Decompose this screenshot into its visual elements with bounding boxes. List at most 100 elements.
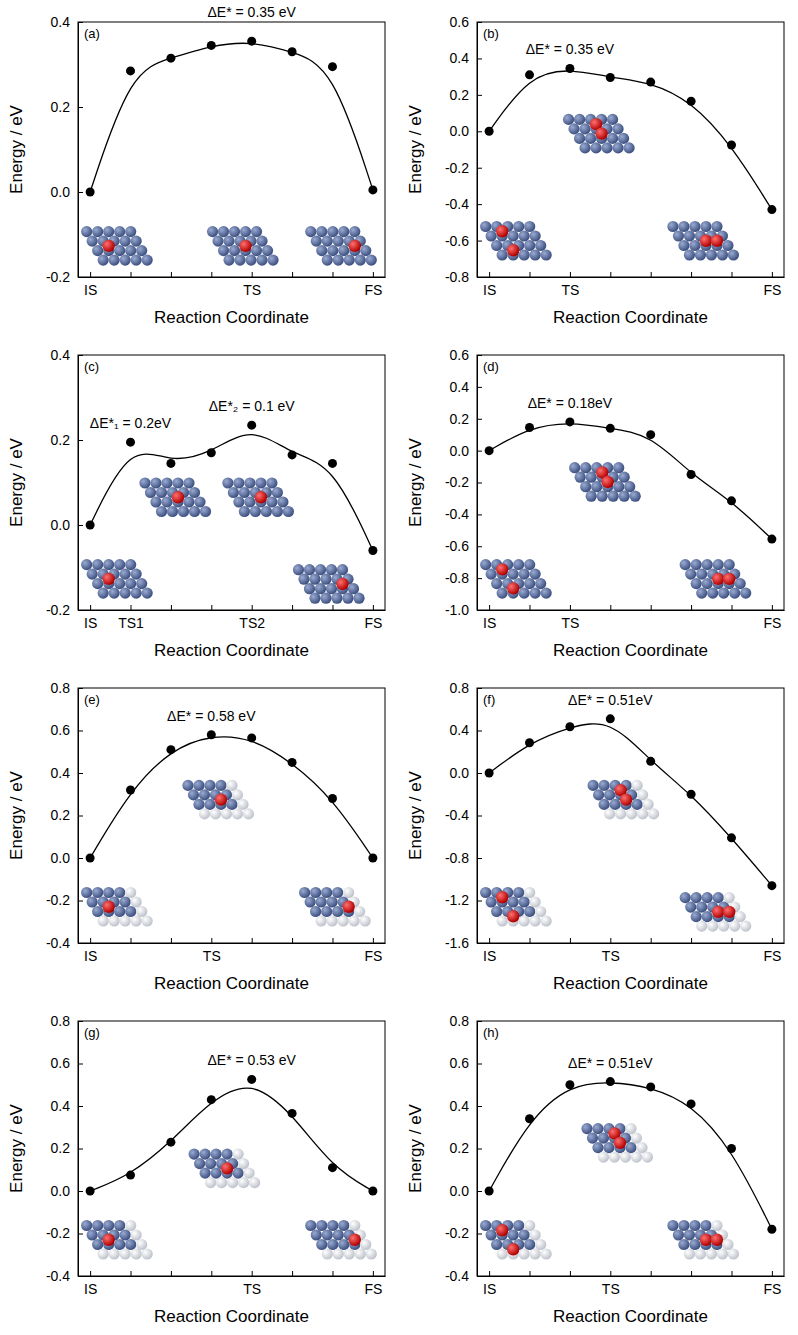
surface-atom — [255, 477, 266, 488]
plot-area — [485, 417, 777, 543]
surface-atom — [680, 892, 691, 903]
panel-label: (d) — [483, 359, 499, 374]
x-tick — [332, 1271, 333, 1276]
tick-mark — [489, 272, 490, 277]
surface-atom — [696, 588, 707, 599]
x-tick — [651, 1271, 652, 1276]
x-axis-title: Reaction Coordinate — [154, 308, 309, 327]
surface-atom — [535, 578, 546, 589]
y-tick: -0.2 — [445, 474, 482, 490]
surface-atom — [92, 245, 103, 256]
axis-line — [79, 943, 386, 944]
tick-mark — [332, 938, 333, 943]
surface-atom — [210, 808, 221, 819]
tick-mark — [610, 605, 611, 610]
tick-mark — [691, 605, 692, 610]
x-axis: ISTSFS — [79, 938, 386, 964]
x-tick: TS — [561, 272, 579, 298]
surface-atom — [98, 588, 109, 599]
adsorbate-atom — [507, 582, 519, 594]
tick-label: FS — [763, 282, 781, 298]
surface-atom — [667, 1220, 678, 1231]
tick-mark — [477, 204, 482, 205]
adsorbate-atom — [239, 240, 251, 252]
annotation: ΔE* = 0.18eV — [528, 395, 613, 411]
surface-atom — [541, 249, 552, 260]
data-point — [767, 1225, 776, 1234]
y-tick: -0.2 — [46, 1225, 83, 1241]
tick-mark — [489, 605, 490, 610]
y-tick: 0.2 — [51, 99, 83, 115]
surface-atom — [309, 593, 320, 604]
y-axis: -0.4-0.20.00.20.40.60.8 — [46, 680, 83, 951]
x-tick: IS — [483, 272, 496, 298]
surface-atom — [625, 1123, 636, 1134]
tick-label: 0.0 — [51, 184, 71, 200]
adsorbate-atom — [700, 1234, 712, 1246]
surface-atom — [103, 559, 114, 570]
data-point — [247, 37, 256, 46]
surface-atom — [131, 569, 142, 580]
surface-atom — [696, 902, 707, 913]
x-tick — [171, 272, 172, 277]
y-tick: 0.6 — [450, 1055, 482, 1071]
panel: -0.4-0.20.00.20.40.60.8ISTSFS(g)ΔE* = 0.… — [7, 1013, 386, 1326]
tick-label: IS — [483, 948, 496, 964]
surface-atom — [486, 569, 497, 580]
surface-atom — [98, 915, 109, 926]
data-point — [126, 66, 135, 75]
x-tick: TS — [203, 938, 221, 964]
surface-atom — [256, 236, 267, 247]
adsorbate-atom — [102, 1234, 114, 1246]
x-tick — [171, 605, 172, 610]
panel: -0.20.00.20.4ISTS1TS2FS(c)ΔE*₁ = 0.2eVΔE… — [7, 347, 386, 660]
y-tick: -0.2 — [445, 1225, 482, 1241]
data-point — [687, 97, 696, 106]
adsorbate-atom — [342, 901, 354, 913]
tick-mark — [477, 1191, 482, 1192]
surface-atom — [673, 1229, 684, 1240]
surface-atom — [207, 226, 218, 237]
tick-label: 0.2 — [450, 411, 470, 427]
surface-atom — [305, 896, 316, 907]
surface-atom — [569, 462, 580, 473]
tick-mark — [489, 1271, 490, 1276]
y-tick: -1.2 — [445, 892, 482, 908]
surface-atom — [623, 142, 634, 153]
inset-structure — [680, 559, 752, 599]
tick-label: -0.2 — [46, 892, 70, 908]
tick-mark — [211, 1271, 212, 1276]
x-tick — [651, 272, 652, 277]
tick-mark — [477, 514, 482, 515]
surface-atom — [491, 240, 502, 251]
surface-atom — [92, 887, 103, 898]
tick-label: 0.8 — [450, 680, 470, 696]
surface-atom — [311, 236, 322, 247]
surface-atom — [322, 1248, 333, 1259]
data-point — [646, 430, 655, 439]
y-axis-title: Energy / eV — [7, 1103, 26, 1192]
tick-label: IS — [483, 282, 496, 298]
surface-atom — [189, 1149, 200, 1160]
surface-atom — [592, 1123, 603, 1134]
surface-atom — [331, 593, 342, 604]
tick-mark — [530, 938, 531, 943]
data-point — [565, 417, 574, 426]
adsorbate-atom — [507, 910, 519, 922]
inset-structure — [667, 221, 739, 261]
tick-mark — [78, 901, 83, 902]
panel-label: (g) — [84, 1025, 100, 1040]
surface-atom — [631, 1152, 642, 1163]
data-point — [86, 188, 95, 197]
tick-label: -0.8 — [445, 850, 469, 866]
tick-mark — [477, 483, 482, 484]
axis-line — [78, 23, 79, 278]
tick-label: FS — [364, 615, 382, 631]
tick-label: -0.4 — [46, 1268, 70, 1284]
x-tick — [570, 1271, 571, 1276]
surface-atom — [194, 1158, 205, 1169]
panel: -0.4-0.20.00.20.40.60.8ISTSFS(e)ΔE* = 0.… — [7, 680, 386, 993]
adsorbate-atom — [102, 573, 114, 585]
surface-atom — [232, 808, 243, 819]
surface-atom — [233, 1168, 244, 1179]
